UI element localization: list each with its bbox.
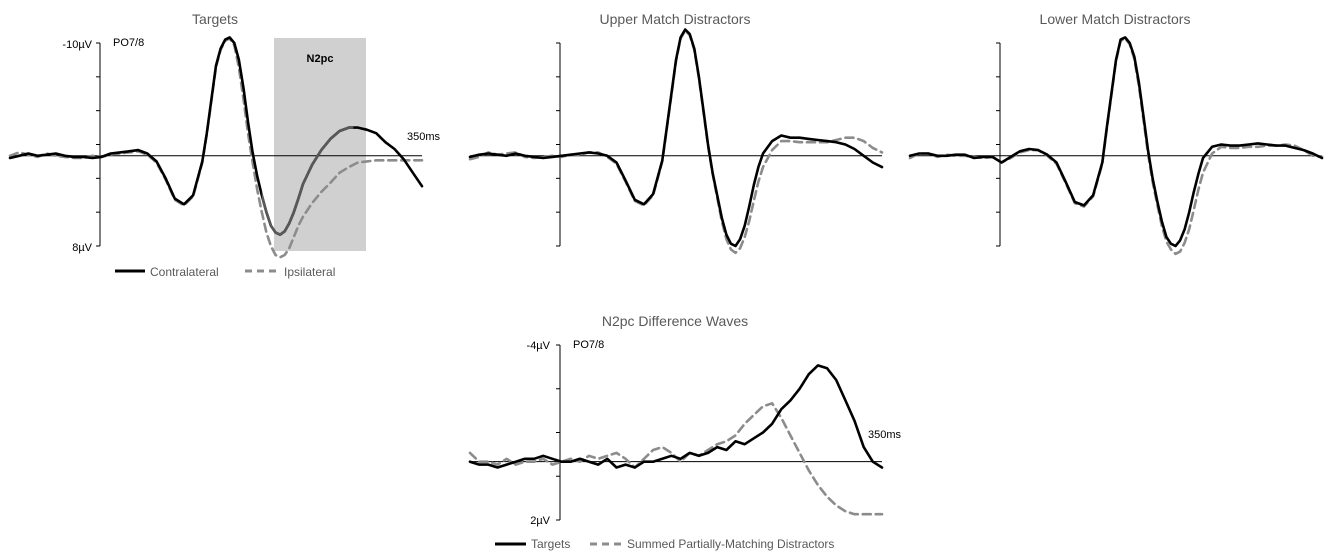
legend: Contralateral Ipsilateral — [115, 265, 335, 279]
panel-title: Upper Match Distractors — [600, 11, 751, 27]
panel-title: Targets — [192, 11, 238, 27]
panel-lower-match-distractors: Lower Match Distractors — [908, 11, 1324, 256]
y-top-tick-label: -4µV — [527, 340, 551, 352]
y-bottom-tick-label: 2µV — [530, 515, 550, 527]
legend-label-contralateral: Contralateral — [150, 265, 219, 279]
legend-label-targets: Targets — [531, 537, 570, 551]
legend-label-summed-distractors: Summed Partially-Matching Distractors — [627, 537, 834, 551]
legend-label-ipsilateral: Ipsilateral — [284, 265, 335, 279]
panel-upper-match-distractors: Upper Match Distractors — [468, 11, 884, 255]
series-line-contralateral-in-window — [261, 126, 354, 236]
series-line-targets — [468, 364, 884, 469]
series-line-ipsilateral — [908, 37, 1324, 256]
series-line-contralateral — [468, 28, 884, 248]
panel-targets: N2pc Targets -10µV 8µV PO7/8 350ms Contr… — [8, 11, 441, 279]
y-top-tick-label: -10µV — [62, 39, 92, 51]
x-end-label: 350ms — [407, 131, 441, 143]
legend: Targets Summed Partially-Matching Distra… — [495, 537, 834, 551]
electrode-label: PO7/8 — [573, 339, 604, 351]
panel-n2pc-difference-waves: N2pc Difference Waves -4µV 2µV PO7/8 350… — [468, 313, 902, 551]
x-end-label: 350ms — [868, 429, 902, 441]
panel-title: Lower Match Distractors — [1040, 11, 1191, 27]
y-bottom-tick-label: 8µV — [72, 242, 92, 254]
panel-title: N2pc Difference Waves — [602, 313, 748, 329]
electrode-label: PO7/8 — [113, 37, 144, 49]
n2pc-window-label: N2pc — [307, 53, 334, 65]
series-line-contralateral — [908, 36, 1324, 248]
n2pc-window — [274, 38, 366, 251]
